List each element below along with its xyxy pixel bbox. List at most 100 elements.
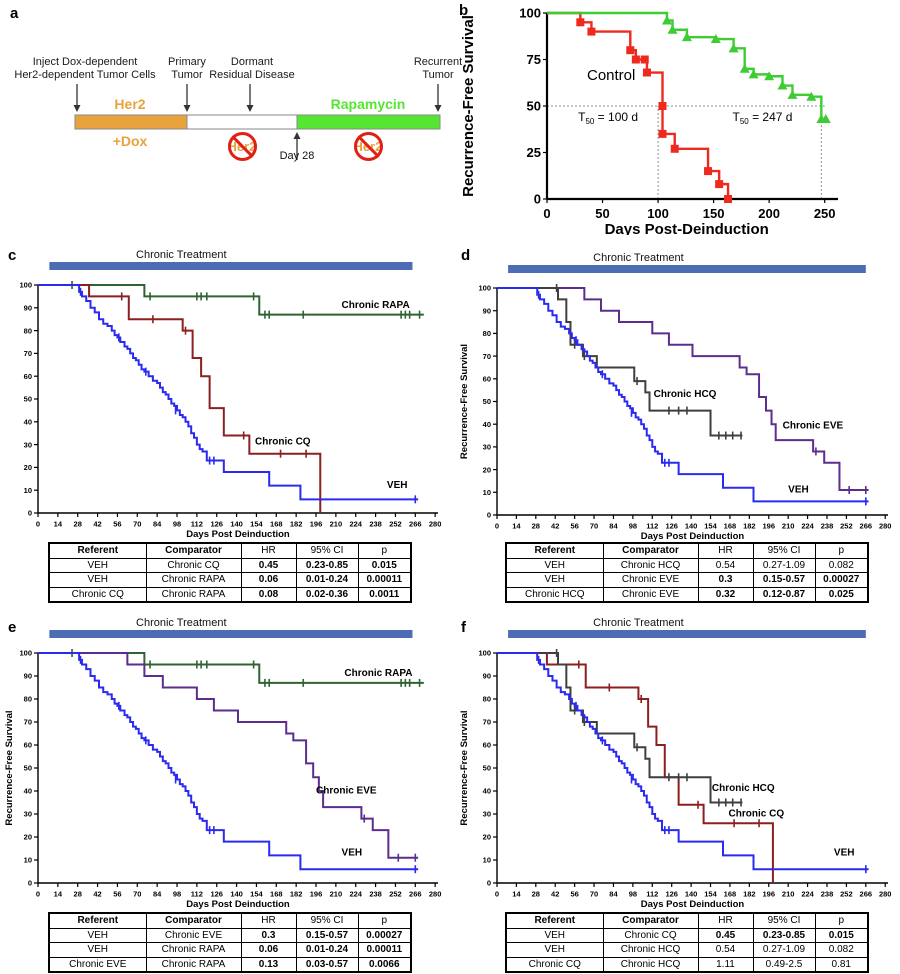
table-header-3: 95% CI bbox=[295, 542, 359, 559]
dox-on-segment bbox=[74, 114, 188, 130]
km-curve-eve bbox=[497, 287, 869, 492]
x-tick-label: 238 bbox=[369, 520, 382, 529]
y-axis-title: Recurrence-Free Survival bbox=[459, 344, 470, 459]
x-tick-label: 280 bbox=[429, 890, 442, 899]
event-marker-square bbox=[658, 129, 667, 138]
event-marker-triangle bbox=[787, 89, 798, 99]
table-header-4: p bbox=[357, 542, 412, 559]
banner-bar bbox=[508, 265, 866, 273]
y-tick-label: 0 bbox=[487, 511, 491, 520]
her2-off-recurrence: Her2 bbox=[346, 131, 390, 161]
y-tick-label: 30 bbox=[483, 443, 491, 452]
x-tick-label: 266 bbox=[409, 520, 422, 529]
y-tick-label: 0 bbox=[487, 879, 491, 888]
hr-table-c: Referent Comparator HR 95% CI p VEH Chronic CQ… bbox=[48, 542, 412, 603]
y-tick-label: 10 bbox=[483, 488, 491, 497]
table-row: Chronic CQ Chronic RAPA 0.08 0.02-0.36 0.001… bbox=[48, 586, 412, 603]
x-tick-label: 14 bbox=[54, 890, 63, 899]
km-curve-veh bbox=[497, 652, 869, 871]
plot-label: T50 = 100 d bbox=[578, 110, 638, 126]
cell-referent: VEH bbox=[48, 927, 147, 943]
table-header-2: HR bbox=[697, 912, 754, 929]
cell-referent: Chronic CQ bbox=[48, 586, 147, 603]
table-header-3: 95% CI bbox=[752, 542, 816, 559]
cell-comparator: Chronic HCQ bbox=[602, 956, 699, 973]
cell-ci: 0.23-0.85 bbox=[295, 557, 359, 573]
x-axis-title: Days Post Deinduction bbox=[641, 531, 745, 542]
cell-comparator: Chronic EVE bbox=[602, 586, 699, 603]
x-tick-label: 0 bbox=[495, 522, 499, 531]
milestone-primary: Primary Tumor bbox=[168, 56, 206, 81]
x-tick-label: 126 bbox=[665, 890, 678, 899]
x-tick-label: 238 bbox=[821, 890, 834, 899]
banner-bar bbox=[508, 630, 866, 638]
x-tick-label: 250 bbox=[814, 206, 836, 221]
y-tick-label: 40 bbox=[483, 420, 491, 429]
km-curve-cq bbox=[38, 284, 322, 513]
y-tick-label: 50 bbox=[527, 99, 541, 114]
table-header-row: Referent Comparator HR 95% CI p bbox=[505, 542, 869, 559]
y-tick-label: 40 bbox=[24, 418, 32, 427]
x-tick-label: 50 bbox=[595, 206, 609, 221]
hr-table-f: Referent Comparator HR 95% CI p VEH Chronic CQ… bbox=[505, 912, 869, 973]
event-marker-square bbox=[587, 27, 596, 36]
y-tick-label: 10 bbox=[24, 856, 32, 865]
y-tick-label: 75 bbox=[527, 52, 541, 67]
x-tick-label: 140 bbox=[230, 520, 243, 529]
cell-comparator: Chronic RAPA bbox=[145, 942, 242, 958]
x-tick-label: 238 bbox=[369, 890, 382, 899]
cell-comparator: Chronic RAPA bbox=[145, 586, 242, 603]
x-tick-label: 196 bbox=[310, 520, 323, 529]
plot-label: Chronic EVE bbox=[316, 785, 377, 796]
table-row: VEH Chronic CQ 0.45 0.23-0.85 0.015 bbox=[505, 927, 869, 943]
x-tick-label: 112 bbox=[646, 522, 658, 531]
km-chart-d: Chronic Treatment 0 14 28 42 56 70 84 98 112 126 14… bbox=[459, 252, 891, 542]
cell-hr: 0.3 bbox=[697, 572, 754, 588]
x-tick-label: 28 bbox=[74, 520, 82, 529]
x-tick-label: 84 bbox=[609, 890, 618, 899]
y-tick-label: 20 bbox=[483, 833, 491, 842]
x-tick-label: 266 bbox=[409, 890, 422, 899]
x-axis-title: Days Post Deinduction bbox=[186, 529, 290, 540]
cell-ci: 0.12-0.87 bbox=[752, 586, 816, 603]
x-tick-label: 42 bbox=[551, 890, 559, 899]
x-tick-label: 154 bbox=[704, 890, 717, 899]
x-tick-label: 0 bbox=[495, 890, 499, 899]
x-tick-label: 266 bbox=[860, 522, 873, 531]
plot-label: Chronic CQ bbox=[729, 808, 785, 819]
cell-hr: 0.06 bbox=[240, 942, 297, 958]
cell-hr: 1.11 bbox=[697, 956, 754, 973]
table-row: VEH Chronic RAPA 0.06 0.01-0.24 0.00011 bbox=[48, 572, 412, 588]
x-tick-label: 168 bbox=[724, 522, 737, 531]
x-tick-label: 154 bbox=[704, 522, 717, 531]
cell-hr: 0.06 bbox=[240, 572, 297, 588]
table-header-1: Comparator bbox=[602, 912, 699, 929]
x-tick-label: 140 bbox=[230, 890, 243, 899]
event-marker-triangle bbox=[748, 69, 759, 79]
x-axis-title: Days Post Deinduction bbox=[186, 899, 290, 910]
y-tick-label: 30 bbox=[24, 440, 32, 449]
event-marker-square bbox=[704, 167, 713, 176]
km-curve-eve bbox=[38, 652, 419, 859]
x-tick-label: 252 bbox=[389, 890, 402, 899]
banner-title: Chronic Treatment bbox=[136, 249, 226, 261]
km-chart-e: Chronic Treatment 0 14 28 42 56 70 84 98 112 126 14… bbox=[4, 617, 442, 910]
x-axis-title: Days Post Deinduction bbox=[641, 899, 745, 910]
x-tick-label: 14 bbox=[512, 522, 521, 531]
y-tick-label: 80 bbox=[24, 326, 32, 335]
y-tick-label: 90 bbox=[24, 672, 32, 681]
cell-referent: VEH bbox=[505, 942, 604, 958]
x-tick-label: 56 bbox=[570, 890, 578, 899]
cell-comparator: Chronic EVE bbox=[145, 927, 242, 943]
y-axis-title: Recurrence-Free Survival bbox=[460, 15, 477, 197]
event-marker-triangle bbox=[777, 80, 788, 90]
plot-label: Chronic RAPA bbox=[344, 668, 412, 679]
cell-referent: Chronic HCQ bbox=[505, 586, 604, 603]
cell-p: 0.025 bbox=[814, 586, 869, 603]
x-tick-label: 84 bbox=[153, 890, 162, 899]
x-tick-label: 70 bbox=[133, 520, 141, 529]
cell-p: 0.0066 bbox=[357, 956, 412, 973]
x-tick-label: 252 bbox=[840, 522, 853, 531]
x-tick-label: 168 bbox=[270, 890, 283, 899]
x-tick-label: 200 bbox=[758, 206, 780, 221]
